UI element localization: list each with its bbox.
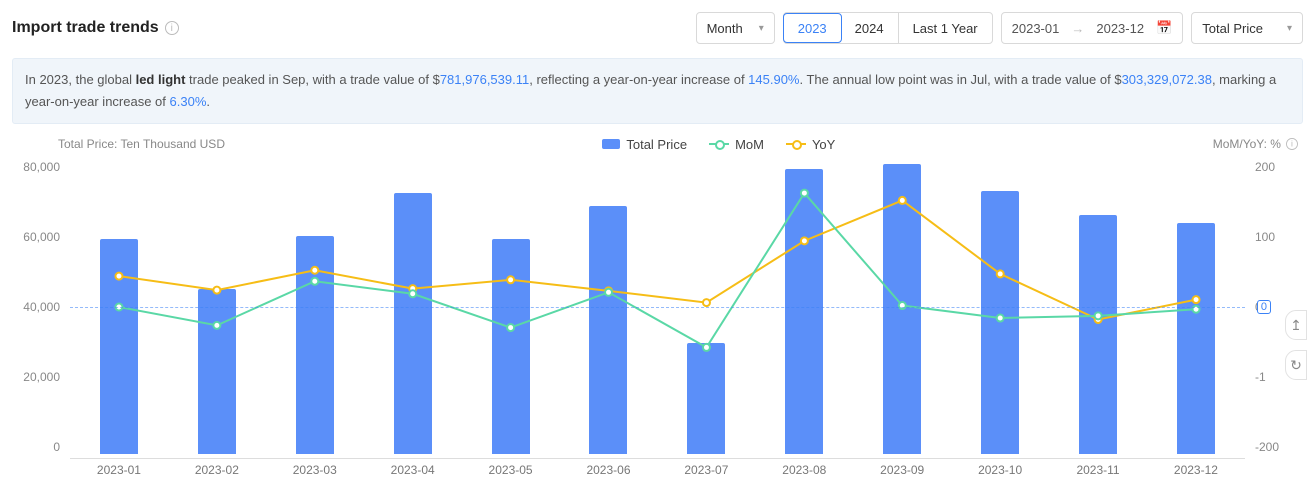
mom-marker[interactable] — [213, 322, 220, 329]
mom-marker[interactable] — [703, 344, 710, 351]
legend-bar-swatch — [602, 139, 620, 149]
summary-text: , reflecting a year-on-year increase of — [529, 72, 748, 87]
x-tick: 2023-05 — [462, 463, 560, 477]
page-title: Import trade trends — [12, 19, 159, 37]
refresh-button[interactable]: ↻ — [1285, 350, 1307, 380]
mom-marker[interactable] — [1095, 313, 1102, 320]
controls: Month ▾ 20232024Last 1 Year 2023-01 → 20… — [696, 12, 1303, 44]
year-tab[interactable]: 2023 — [783, 13, 842, 43]
mom-marker[interactable] — [507, 324, 514, 331]
yoy-marker[interactable] — [213, 287, 220, 294]
mom-marker[interactable] — [605, 289, 612, 296]
yoy-marker[interactable] — [1193, 296, 1200, 303]
yoy-marker[interactable] — [311, 267, 318, 274]
arrow-right-icon: → — [1071, 21, 1084, 36]
x-tick: 2023-07 — [657, 463, 755, 477]
granularity-select[interactable]: Month ▾ — [696, 12, 775, 44]
legend-label: Total Price — [626, 137, 687, 152]
legend-yoy-swatch — [786, 143, 806, 145]
legend-total-price[interactable]: Total Price — [602, 137, 687, 152]
x-tick: 2023-06 — [560, 463, 658, 477]
summary-low-value: 303,329,072.38 — [1122, 72, 1212, 87]
yoy-line — [119, 201, 1196, 320]
yoy-marker[interactable] — [899, 197, 906, 204]
x-tick: 2023-01 — [70, 463, 168, 477]
plot-inner: 0 — [70, 160, 1245, 454]
y-left-tick: 0 — [12, 440, 60, 454]
side-buttons: ↥ ↻ — [1285, 310, 1307, 380]
x-tick: 2023-02 — [168, 463, 266, 477]
yoy-marker[interactable] — [997, 271, 1004, 278]
summary-low-yoy: 6.30% — [170, 94, 207, 109]
plot-area: 80,00060,00040,00020,0000 2001000-1-200 … — [12, 160, 1303, 480]
y-left-title: Total Price: Ten Thousand USD — [58, 137, 225, 151]
chart-wrap: Total Price: Ten Thousand USD Total Pric… — [12, 132, 1303, 480]
info-icon[interactable]: i — [1286, 138, 1298, 150]
y-left-tick: 60,000 — [12, 230, 60, 244]
mom-marker[interactable] — [409, 290, 416, 297]
date-to: 2023-12 — [1096, 21, 1144, 36]
summary-text: trade peaked in Sep, with a trade value … — [185, 72, 439, 87]
summary-keyword: led light — [136, 72, 186, 87]
x-tick: 2023-08 — [755, 463, 853, 477]
x-axis: 2023-012023-022023-032023-042023-052023-… — [70, 458, 1245, 480]
legend-mom[interactable]: MoM — [709, 137, 764, 152]
x-tick: 2023-11 — [1049, 463, 1147, 477]
x-tick: 2023-09 — [853, 463, 951, 477]
mom-line — [119, 193, 1196, 347]
y-right-tick: -200 — [1255, 440, 1303, 454]
legend-yoy[interactable]: YoY — [786, 137, 835, 152]
year-tab[interactable]: Last 1 Year — [899, 13, 992, 43]
granularity-value: Month — [707, 21, 743, 36]
metric-select[interactable]: Total Price ▾ — [1191, 12, 1303, 44]
year-tab[interactable]: 2024 — [841, 13, 899, 43]
chevron-down-icon: ▾ — [1287, 23, 1292, 34]
legend-mom-swatch — [709, 143, 729, 145]
summary-banner: In 2023, the global led light trade peak… — [12, 58, 1303, 124]
legend-label: MoM — [735, 137, 764, 152]
yoy-marker[interactable] — [115, 273, 122, 280]
y-left-tick: 80,000 — [12, 160, 60, 174]
chevron-down-icon: ▾ — [759, 23, 764, 34]
header-row: Import trade trends i Month ▾ 20232024La… — [12, 8, 1303, 48]
mom-marker[interactable] — [801, 190, 808, 197]
summary-peak-value: 781,976,539.11 — [440, 72, 529, 87]
title-wrap: Import trade trends i — [12, 19, 179, 37]
year-segmented: 20232024Last 1 Year — [783, 12, 993, 44]
summary-text: In 2023, the global — [25, 72, 136, 87]
date-range-picker[interactable]: 2023-01 → 2023-12 📅 — [1001, 12, 1184, 44]
y-left-tick: 20,000 — [12, 370, 60, 384]
summary-text: . — [206, 94, 210, 109]
x-tick: 2023-04 — [364, 463, 462, 477]
yoy-marker[interactable] — [801, 238, 808, 245]
x-tick: 2023-12 — [1147, 463, 1245, 477]
mom-marker[interactable] — [311, 278, 318, 285]
metric-value: Total Price — [1202, 21, 1263, 36]
x-tick: 2023-03 — [266, 463, 364, 477]
yoy-marker[interactable] — [703, 299, 710, 306]
info-icon[interactable]: i — [165, 21, 179, 35]
summary-text: . The annual low point was in Jul, with … — [800, 72, 1122, 87]
summary-peak-yoy: 145.90% — [748, 72, 799, 87]
zero-dashed-line — [70, 307, 1245, 308]
y-left-axis: 80,000 60,000 40,000 20,000 0 — [12, 160, 66, 454]
yoy-marker[interactable] — [507, 276, 514, 283]
y-right-tick: 200 — [1255, 160, 1303, 174]
chart-top-row: Total Price: Ten Thousand USD Total Pric… — [12, 132, 1303, 156]
legend: Total Price MoM YoY — [602, 137, 835, 152]
zero-pill: 0 — [1257, 300, 1271, 314]
y-right-tick: 100 — [1255, 230, 1303, 244]
y-right-title: MoM/YoY: % i — [1213, 137, 1299, 151]
y-right-title-text: MoM/YoY: % — [1213, 137, 1281, 151]
legend-label: YoY — [812, 137, 835, 152]
calendar-icon: 📅 — [1156, 20, 1172, 36]
date-from: 2023-01 — [1012, 21, 1060, 36]
x-tick: 2023-10 — [951, 463, 1049, 477]
scroll-top-button[interactable]: ↥ — [1285, 310, 1307, 340]
mom-marker[interactable] — [997, 315, 1004, 322]
y-left-tick: 40,000 — [12, 300, 60, 314]
